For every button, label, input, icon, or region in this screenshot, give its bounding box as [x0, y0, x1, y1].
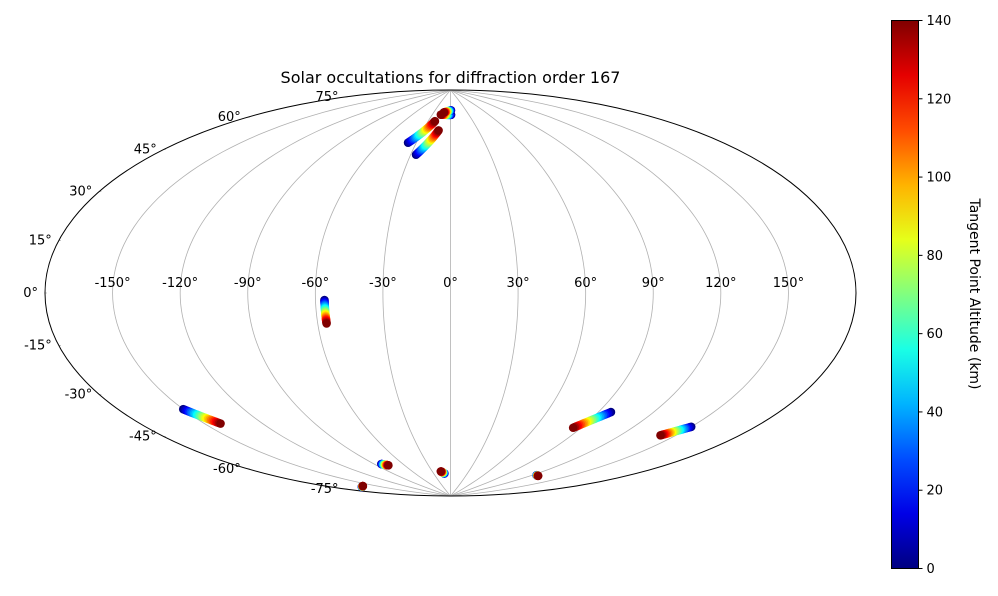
occultation-track	[532, 470, 543, 481]
longitude-tick-labels: -150° -120° -90° -60° -30° 0° 30° 60° 90° 120° 150…	[95, 276, 805, 291]
latitude-tick-label: -75°	[311, 482, 339, 497]
longitude-tick-label: 90°	[642, 276, 665, 291]
occultation-point	[358, 481, 368, 491]
occultation-point	[568, 423, 578, 433]
meridian-gridline	[450, 90, 587, 496]
meridian-gridline	[112, 90, 451, 496]
graticule	[45, 90, 789, 496]
occultation-point	[216, 419, 225, 428]
meridian-gridline	[450, 90, 519, 496]
colorbar-gradient	[891, 20, 919, 569]
colorbar-tick-label: 100	[927, 171, 952, 186]
occultation-track	[568, 407, 616, 433]
latitude-tick-label: 30°	[69, 185, 92, 200]
globe-outline	[44, 89, 857, 497]
occultation-point	[430, 116, 440, 126]
colorbar-tick-label: 80	[927, 249, 944, 264]
longitude-tick-label: 0°	[443, 276, 458, 291]
longitude-tick-label: -120°	[162, 276, 198, 291]
colorbar-tick-label: 140	[927, 14, 952, 29]
meridian-gridline	[247, 90, 451, 496]
meridian-gridline	[382, 90, 451, 496]
colorbar-tick-label: 40	[927, 405, 944, 420]
occultation-track	[656, 422, 696, 440]
latitude-tick-label: 0°	[23, 286, 38, 301]
colorbar-tick-label: 120	[927, 92, 952, 107]
latitude-tick-label: 75°	[316, 90, 339, 105]
occultation-points	[178, 106, 696, 492]
occultation-track	[377, 459, 393, 470]
occultation-point	[533, 471, 543, 481]
occultation-track	[320, 295, 331, 328]
meridian-gridline	[450, 90, 789, 496]
occultation-track	[178, 404, 225, 428]
latitude-tick-label: -60°	[213, 462, 241, 477]
longitude-tick-label: -150°	[95, 276, 131, 291]
latitude-tick-label: -45°	[129, 430, 157, 445]
occultation-track	[403, 116, 440, 147]
colorbar-tick-label: 0	[927, 562, 935, 577]
occultation-track	[411, 126, 443, 159]
longitude-tick-label: 150°	[773, 276, 804, 291]
colorbar: 0 20 40 60 80 100 120 140 Tangent Point Altitud…	[891, 14, 982, 577]
meridian-gridline	[314, 90, 451, 496]
longitude-tick-label: -30°	[369, 276, 397, 291]
occultation-point	[436, 467, 446, 476]
longitude-tick-label: 30°	[507, 276, 530, 291]
colorbar-tick-label: 20	[927, 484, 944, 499]
latitude-tick-label: -15°	[24, 339, 52, 354]
occultation-track	[357, 481, 368, 492]
latitude-tick-label: 45°	[134, 142, 157, 157]
occultation-point	[656, 431, 665, 440]
longitude-tick-label: 60°	[574, 276, 597, 291]
occultation-point	[439, 108, 449, 117]
occultation-point	[322, 319, 331, 328]
latitude-tick-labels: 75° 60° 45° 30° 15° 0° -15° -30° -45° -60° -75°	[23, 90, 338, 497]
latitude-tick-label: 15°	[29, 233, 52, 248]
occultation-point	[384, 461, 393, 470]
latitude-tick-label: 60°	[218, 110, 241, 125]
colorbar-tick-label: 60	[927, 327, 944, 342]
longitude-tick-label: -60°	[301, 276, 329, 291]
chart-title: Solar occultations for diffraction order…	[281, 68, 621, 87]
meridian-gridline	[450, 90, 722, 496]
longitude-tick-label: -90°	[234, 276, 262, 291]
occultation-point	[434, 126, 443, 135]
longitude-tick-label: 120°	[705, 276, 736, 291]
colorbar-ticks: 0 20 40 60 80 100 120 140	[918, 14, 952, 577]
occultation-track	[439, 106, 456, 117]
meridian-gridline	[179, 90, 451, 496]
colorbar-label: Tangent Point Altitude (km)	[966, 197, 982, 389]
occultation-track	[436, 467, 449, 478]
meridian-gridline	[450, 90, 654, 496]
latitude-tick-label: -30°	[65, 388, 93, 403]
